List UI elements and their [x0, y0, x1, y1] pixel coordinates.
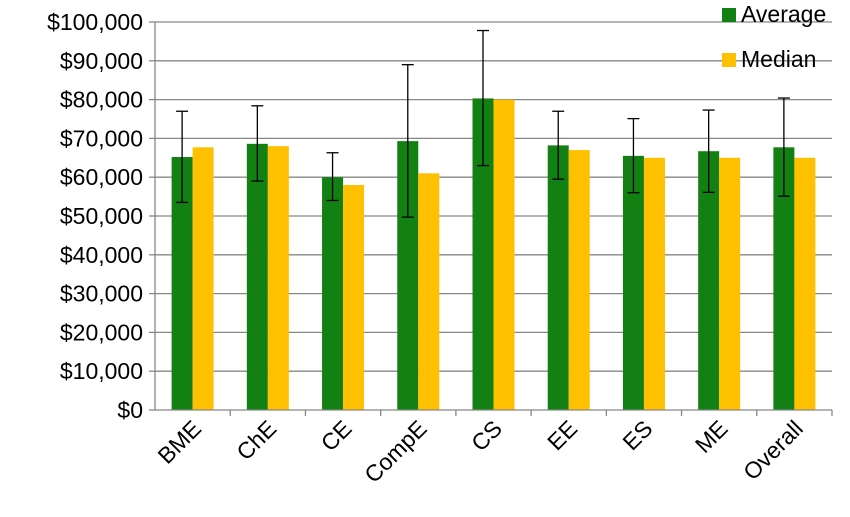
x-tick-label: EE — [542, 415, 582, 455]
bar-median-ee — [569, 150, 590, 410]
legend-swatch-median — [722, 53, 736, 67]
y-tick-label: $50,000 — [60, 203, 143, 229]
x-tick-label: CE — [316, 415, 357, 456]
bar-median-me — [719, 158, 740, 410]
bar-median-bme — [193, 147, 214, 410]
x-tick-label: ChE — [231, 415, 281, 465]
bar-median-ce — [343, 185, 364, 410]
y-tick-label: $90,000 — [60, 48, 143, 74]
y-tick-label: $100,000 — [47, 9, 143, 35]
y-tick-label: $20,000 — [60, 319, 143, 345]
bar-median-cs — [494, 100, 515, 410]
x-tick-label: ES — [617, 415, 657, 455]
bar-average-che — [247, 144, 268, 410]
legend-label-average: Average — [741, 1, 826, 27]
x-tick-label: CS — [466, 415, 507, 456]
legend-swatch-average — [722, 8, 736, 22]
y-tick-label: $40,000 — [60, 242, 143, 268]
y-tick-label: $30,000 — [60, 281, 143, 307]
bar-median-overall — [794, 158, 815, 410]
y-tick-label: $80,000 — [60, 87, 143, 113]
bar-average-ce — [322, 177, 343, 410]
x-tick-label: ME — [690, 415, 733, 458]
y-tick-label: $10,000 — [60, 358, 143, 384]
legend-label-median: Median — [741, 46, 816, 72]
bar-average-es — [623, 156, 644, 410]
bars — [172, 98, 816, 410]
bar-median-che — [268, 146, 289, 410]
y-tick-label: $0 — [117, 397, 143, 423]
x-tick-label: CompE — [359, 415, 432, 488]
y-tick-label: $60,000 — [60, 164, 143, 190]
y-tick-label: $70,000 — [60, 125, 143, 151]
bar-median-es — [644, 158, 665, 410]
bar-average-ee — [548, 145, 569, 410]
x-tick-label: BME — [153, 415, 207, 469]
x-tick-label: Overall — [738, 415, 808, 485]
bar-median-compe — [418, 173, 439, 410]
